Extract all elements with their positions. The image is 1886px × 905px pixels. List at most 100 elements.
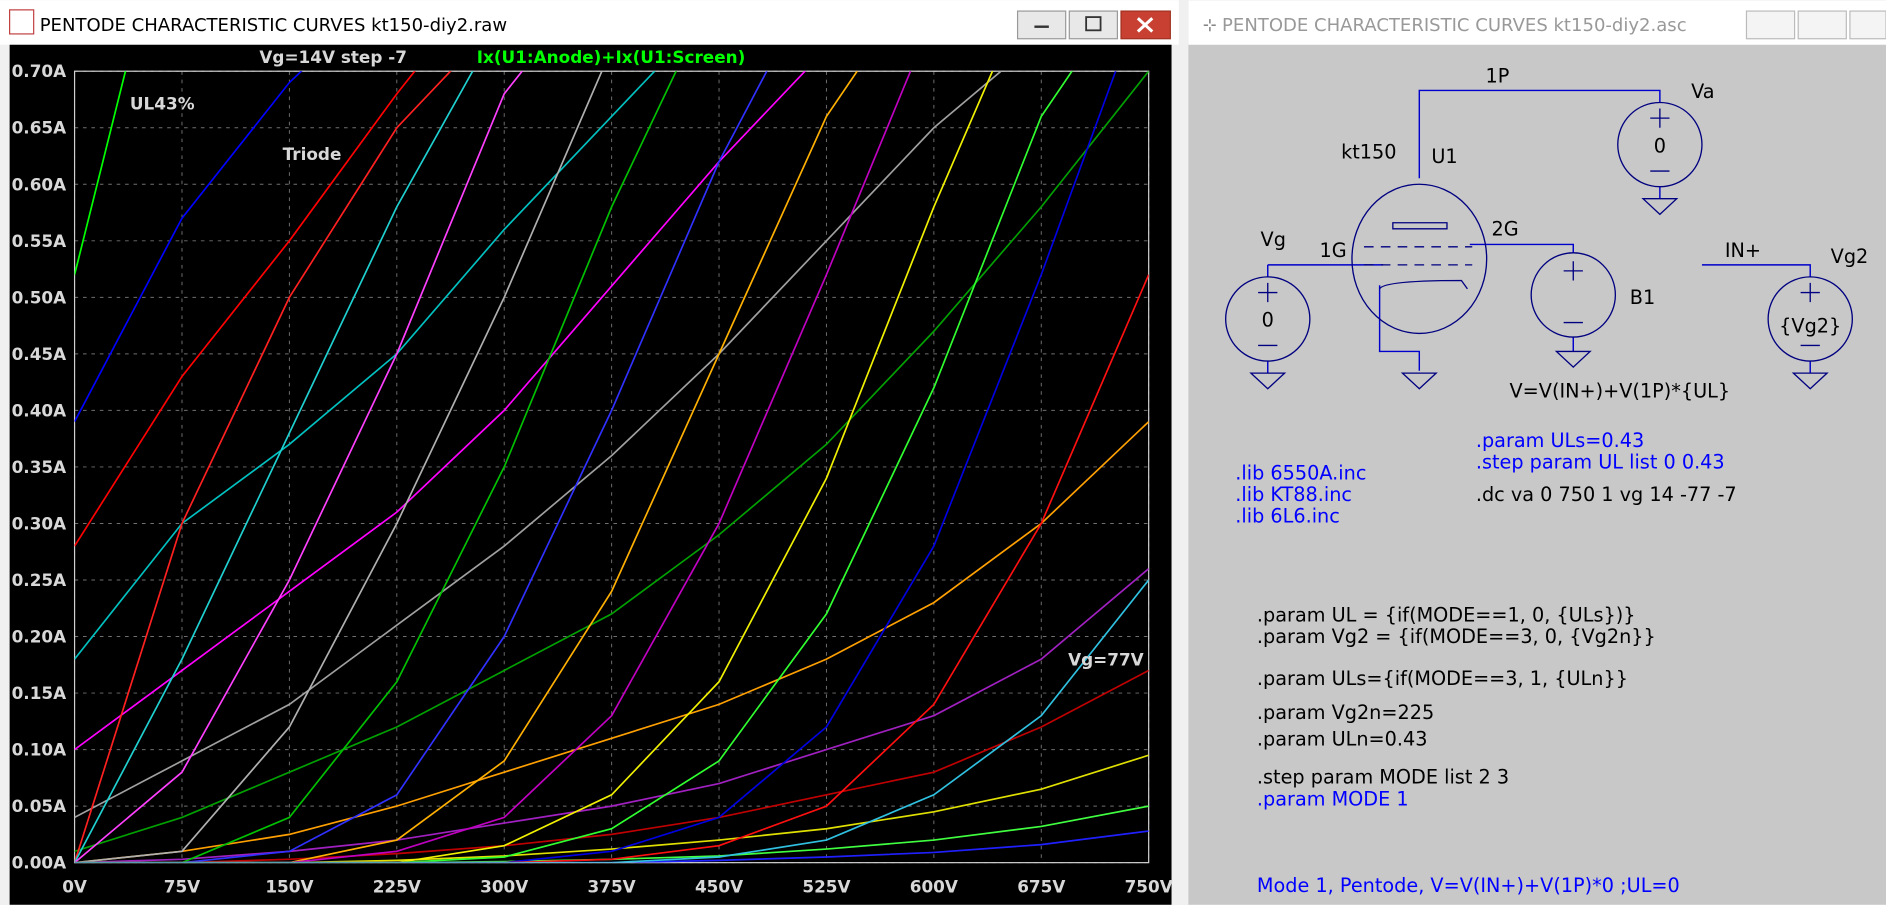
y-tick-label: 0.45A bbox=[12, 344, 67, 364]
directive: .lib 6550A.inc bbox=[1235, 461, 1366, 484]
curve bbox=[74, 71, 1149, 853]
x-tick-label: 525V bbox=[802, 877, 850, 897]
curve bbox=[74, 71, 807, 751]
x-tick-label: 675V bbox=[1017, 877, 1065, 897]
directive: .param ULs=0.43 bbox=[1476, 429, 1644, 452]
curve bbox=[74, 669, 1149, 863]
curve bbox=[74, 71, 768, 863]
wires bbox=[1267, 89, 1811, 374]
net-label: 2G bbox=[1491, 217, 1518, 240]
x-tick-label: 600V bbox=[910, 877, 958, 897]
curve bbox=[74, 71, 1003, 819]
net-label: 1G bbox=[1319, 239, 1346, 262]
x-tick-label: 0V bbox=[62, 877, 87, 897]
y-tick-label: 0.35A bbox=[12, 457, 67, 477]
x-tick-label: 300V bbox=[480, 877, 528, 897]
title-bar bbox=[0, 0, 1179, 45]
right-window bbox=[1188, 0, 1886, 905]
tube-envelope bbox=[1351, 183, 1488, 335]
directive: .dc va 0 750 1 vg 14 -77 -7 bbox=[1476, 483, 1737, 506]
net-label: 1P bbox=[1485, 65, 1509, 88]
plot-background bbox=[9, 44, 1172, 905]
curve bbox=[74, 71, 678, 863]
y-tick-label: 0.15A bbox=[12, 683, 67, 703]
part-label: Va bbox=[1691, 80, 1714, 103]
x-tick-label: 375V bbox=[588, 877, 636, 897]
curve bbox=[74, 71, 1117, 863]
directive: .param MODE 1 bbox=[1257, 787, 1409, 810]
y-tick-label: 0.00A bbox=[12, 853, 67, 873]
polarity-marks bbox=[1258, 108, 1820, 347]
plot: 0.00A 0.05A 0.10A 0.15A 0.20A 0.25A 0.30A 0.35A… bbox=[12, 61, 1173, 897]
app-icon: ⊹ bbox=[1203, 14, 1217, 34]
maximize-button[interactable] bbox=[1797, 10, 1847, 40]
x-tick-label: 225V bbox=[373, 877, 421, 897]
curves bbox=[74, 71, 1149, 863]
y-tick-label: 0.40A bbox=[12, 400, 67, 420]
curve bbox=[74, 71, 603, 863]
y-tick-label: 0.30A bbox=[12, 513, 67, 533]
tube-plate bbox=[1392, 222, 1448, 230]
curve bbox=[74, 830, 1149, 863]
directive: .step param UL list 0 0.43 bbox=[1476, 451, 1725, 474]
y-tick-label: 0.60A bbox=[12, 174, 67, 194]
directive: .param UL = {if(MODE==1, 0, {ULs})} bbox=[1257, 603, 1636, 626]
curve bbox=[74, 71, 1073, 863]
curve bbox=[74, 579, 1149, 863]
y-tick-label: 0.05A bbox=[12, 796, 67, 816]
comment: Mode 1, Pentode, V=V(IN+)+V(1P)*0 ;UL=0 bbox=[1257, 874, 1680, 897]
part-label: B1 bbox=[1630, 286, 1655, 309]
curve bbox=[74, 421, 1149, 863]
directive: .step param MODE list 2 3 bbox=[1257, 766, 1509, 789]
window-title: PENTODE CHARACTERISTIC CURVES kt150-diy2… bbox=[1222, 15, 1687, 36]
x-tick-label: 150V bbox=[265, 877, 313, 897]
voltage-source bbox=[1767, 276, 1853, 362]
curve bbox=[74, 568, 1149, 863]
voltage-source bbox=[1224, 276, 1311, 362]
maximize-button[interactable] bbox=[1068, 10, 1119, 40]
schematic bbox=[1224, 89, 1853, 390]
y-tick-label: 0.70A bbox=[12, 61, 67, 81]
curve bbox=[74, 754, 1149, 863]
part-label: U1 bbox=[1431, 145, 1457, 168]
y-tick-label: 0.55A bbox=[12, 231, 67, 251]
step-label: Vg=14V step -7 bbox=[259, 47, 407, 67]
part-label: Vg2 bbox=[1831, 245, 1869, 268]
curve bbox=[74, 71, 452, 863]
y-tick-label: 0.50A bbox=[12, 287, 67, 307]
y-tick-label: 0.10A bbox=[12, 740, 67, 760]
maximize-icon bbox=[1085, 16, 1102, 32]
y-tick-label: 0.65A bbox=[12, 118, 67, 138]
close-button[interactable] bbox=[1849, 10, 1886, 40]
directive: .param ULn=0.43 bbox=[1257, 727, 1428, 750]
minimize-button[interactable] bbox=[1745, 10, 1796, 40]
curve bbox=[74, 71, 859, 863]
part-value: 0 bbox=[1654, 134, 1666, 157]
directive: .lib 6L6.inc bbox=[1235, 505, 1340, 528]
directive: .lib KT88.inc bbox=[1235, 483, 1352, 506]
curve bbox=[74, 71, 416, 547]
grounds bbox=[1249, 198, 1829, 390]
part-label: Vg bbox=[1261, 228, 1286, 251]
curve bbox=[74, 71, 474, 863]
x-tick-label: 450V bbox=[695, 877, 743, 897]
window-title: PENTODE CHARACTERISTIC CURVES kt150-diy2… bbox=[40, 15, 507, 36]
annotation: Vg=77V bbox=[1068, 649, 1144, 669]
annotation: Triode bbox=[283, 144, 342, 164]
x-tick-label: 750V bbox=[1125, 877, 1173, 897]
directive: .param Vg2n=225 bbox=[1257, 701, 1434, 724]
minimize-button[interactable] bbox=[1016, 10, 1067, 40]
curve bbox=[74, 274, 1149, 863]
annotation: UL43% bbox=[130, 94, 195, 114]
part-value: 0 bbox=[1262, 309, 1274, 332]
directive: .param Vg2 = {if(MODE==3, 0, {Vg2n}} bbox=[1257, 625, 1656, 648]
x-tick-label: 75V bbox=[164, 877, 200, 897]
directive: .param ULs={if(MODE==3, 1, {ULn}} bbox=[1257, 667, 1628, 690]
close-icon bbox=[1136, 17, 1154, 33]
app-icon bbox=[9, 9, 35, 35]
y-tick-label: 0.25A bbox=[12, 570, 67, 590]
trace-name: Ix(U1:Anode)+Ix(U1:Screen) bbox=[477, 47, 746, 67]
part-label: kt150 bbox=[1341, 140, 1396, 163]
